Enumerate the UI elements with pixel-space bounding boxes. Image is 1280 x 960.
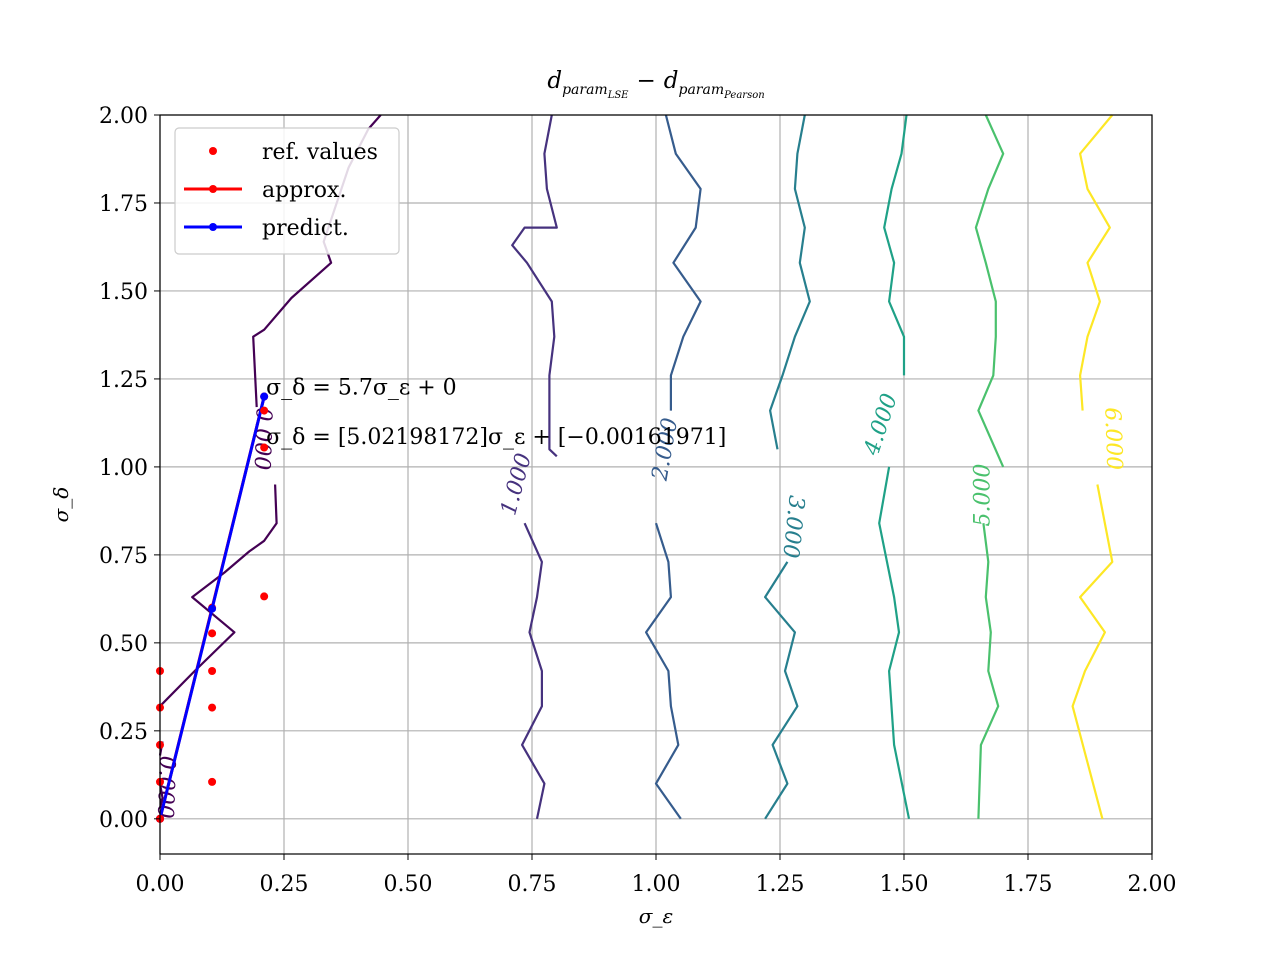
- contour-line: [878, 466, 911, 820]
- x-tick-label: 1.00: [632, 872, 681, 897]
- equation-annotation: σ_δ = 5.7σ_ε + 0: [266, 376, 457, 401]
- legend-marker: [209, 147, 217, 155]
- equation-annotation: σ_δ = [5.02198172]σ_ε + [−0.00161971]: [266, 425, 726, 450]
- legend-label: ref. values: [262, 140, 378, 165]
- contour-label: 1.000: [496, 451, 536, 518]
- legend: ref. values approx. predict.: [174, 127, 400, 255]
- legend-label: predict.: [262, 216, 349, 241]
- y-axis-label: σ_δ: [49, 487, 73, 523]
- contour-label: 3.000: [777, 494, 808, 559]
- legend-marker: [209, 185, 217, 193]
- y-tick-label: 0.00: [99, 808, 148, 833]
- y-tick-label: 0.75: [99, 544, 148, 569]
- contour-label: 4.000: [859, 391, 903, 460]
- legend-items: ref. values approx. predict.: [184, 140, 378, 241]
- contour-line: [664, 114, 702, 411]
- ref-value-point: [208, 667, 217, 676]
- ref-value-point: [208, 629, 217, 638]
- x-tick-label: 0.25: [260, 872, 309, 897]
- contour-label: 5.000: [970, 464, 995, 527]
- x-axis-label: σ_ε: [639, 904, 673, 928]
- contour-line: [511, 114, 558, 458]
- ref-value-point: [260, 443, 269, 452]
- chart-title: dparamLSE− dparamPearson: [547, 68, 764, 101]
- ref-value-point: [260, 592, 269, 601]
- x-tick-label: 1.25: [756, 872, 805, 897]
- contour-label: 6.000: [1099, 407, 1126, 471]
- contour-line: [763, 561, 799, 820]
- y-tick-label: 1.00: [99, 456, 148, 481]
- legend-label: approx.: [262, 178, 346, 203]
- y-tick-label: 0.25: [99, 720, 148, 745]
- y-tick-label: 2.00: [99, 104, 148, 129]
- annotation-layer: σ_δ = 5.7σ_ε + 0 σ_δ = [5.02198172]σ_ε + …: [266, 376, 726, 450]
- x-tick-label: 0.50: [384, 872, 433, 897]
- contour-line: [1078, 114, 1114, 411]
- x-tick-label: 0.00: [136, 872, 185, 897]
- y-tick-label: 1.25: [99, 368, 148, 393]
- x-tick-label: 0.75: [508, 872, 557, 897]
- contour-line: [520, 522, 546, 820]
- legend-box: [174, 127, 400, 255]
- contour-line: [974, 114, 1005, 468]
- y-tick-label: 1.50: [99, 280, 148, 305]
- tick-layer: 0.00 0.25 0.50 0.75 1.00 1.25 1.50 1.75 2.00 0.00…: [99, 104, 1176, 897]
- contour-line: [644, 522, 682, 820]
- legend-marker: [209, 223, 217, 231]
- series-layer: [156, 392, 269, 823]
- contour-label: 0.000: [152, 755, 179, 819]
- ref-value-point: [208, 703, 217, 712]
- predict-line-point: [208, 604, 217, 613]
- ref-value-point: [260, 406, 269, 415]
- contour-line: [768, 114, 811, 450]
- contour-line: [883, 114, 908, 376]
- predict-line-point: [260, 392, 269, 401]
- contour-line: [159, 484, 278, 707]
- ref-value-point: [208, 777, 217, 786]
- x-tick-label: 1.50: [880, 872, 929, 897]
- x-tick-label: 1.75: [1004, 872, 1053, 897]
- y-tick-label: 0.50: [99, 632, 148, 657]
- contour-line: [158, 783, 164, 809]
- y-tick-label: 1.75: [99, 192, 148, 217]
- contour-line: [1071, 484, 1114, 820]
- x-tick-label: 2.00: [1128, 872, 1177, 897]
- contour-line: [977, 523, 1000, 819]
